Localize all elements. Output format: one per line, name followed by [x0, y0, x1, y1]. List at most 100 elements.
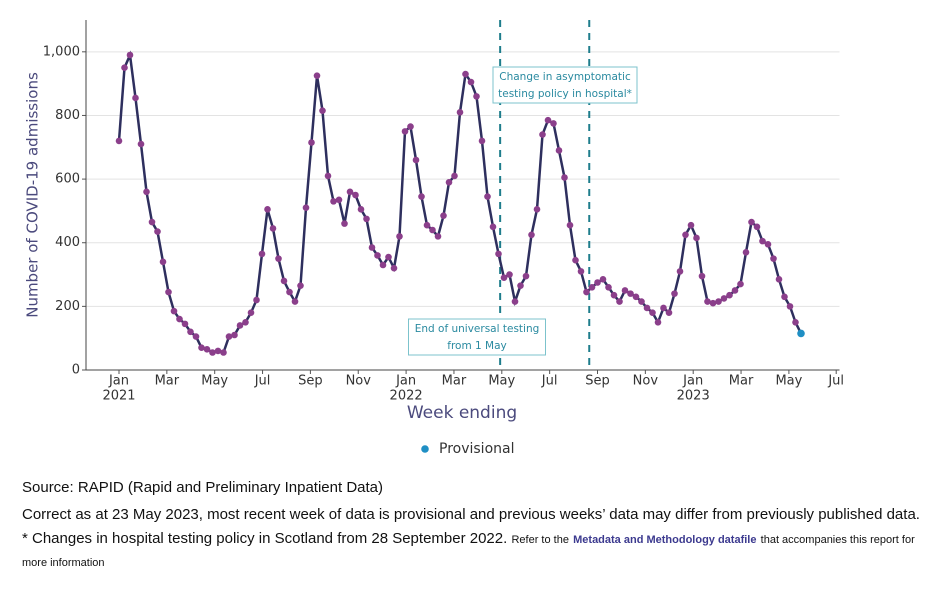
- point: [231, 331, 238, 339]
- point: [594, 279, 601, 286]
- point: [220, 349, 227, 356]
- x-tick-label: Jul: [827, 374, 844, 389]
- x-axis-label: Week ending: [407, 403, 517, 423]
- point: [181, 320, 189, 328]
- point: [781, 293, 788, 301]
- point: [115, 137, 123, 145]
- x-tick-label: Mar: [442, 374, 467, 389]
- point: [467, 78, 475, 86]
- point: [775, 276, 783, 283]
- point: [627, 290, 634, 297]
- notes: Source: RAPID (Rapid and Preliminary Inp…: [22, 474, 937, 574]
- point: [302, 204, 310, 212]
- point: [269, 225, 277, 232]
- point: [401, 128, 409, 135]
- point: [434, 233, 442, 240]
- point: [187, 328, 194, 336]
- point: [572, 256, 579, 264]
- x-tick-label: Jan: [395, 374, 416, 389]
- annotation-text: Change in asymptomatic: [499, 71, 631, 83]
- footnote-text: * Changes in hospital testing policy in …: [22, 530, 508, 547]
- point: [214, 347, 222, 355]
- point: [792, 318, 799, 326]
- legend-marker: [421, 445, 429, 453]
- point: [539, 131, 546, 138]
- point: [445, 178, 453, 186]
- point: [555, 147, 563, 154]
- point: [368, 244, 376, 251]
- point: [550, 120, 557, 127]
- point: [357, 206, 365, 213]
- x-tick-year: 2021: [102, 389, 135, 404]
- point: [566, 221, 574, 229]
- point: [423, 221, 431, 229]
- point: [737, 280, 744, 288]
- refer-text: Refer to the: [511, 534, 569, 546]
- point: [643, 304, 651, 312]
- x-tick-label: May: [488, 374, 515, 389]
- point: [495, 250, 502, 258]
- footnote: * Changes in hospital testing policy in …: [22, 528, 937, 574]
- point: [390, 264, 398, 272]
- x-tick-label: May: [201, 374, 228, 389]
- annotation-text: from 1 May: [447, 340, 507, 352]
- correct-note: Correct as at 23 May 2023, most recent w…: [22, 506, 920, 523]
- datafile-link[interactable]: Metadata and Methodology datafile: [573, 534, 757, 546]
- point: [577, 268, 585, 275]
- point: [561, 174, 568, 181]
- point: [192, 333, 200, 340]
- y-tick-label: 800: [55, 108, 80, 123]
- point: [341, 220, 348, 227]
- annotation-text: End of universal testing: [415, 323, 540, 335]
- point: [715, 298, 722, 305]
- point: [412, 156, 420, 164]
- point: [660, 304, 667, 312]
- point: [511, 298, 519, 305]
- point: [209, 349, 216, 356]
- point: [429, 226, 436, 234]
- point: [198, 344, 205, 352]
- point: [588, 283, 596, 291]
- point: [253, 296, 260, 304]
- point: [143, 188, 150, 196]
- point: [159, 258, 167, 266]
- point: [720, 295, 728, 302]
- point: [286, 288, 293, 296]
- point: [203, 346, 211, 353]
- provisional-point: [797, 329, 805, 338]
- point: [748, 218, 755, 226]
- point: [247, 309, 255, 317]
- point: [489, 223, 497, 231]
- point: [649, 309, 656, 317]
- point: [621, 287, 629, 294]
- point: [654, 318, 662, 326]
- point: [297, 282, 304, 289]
- point: [451, 172, 458, 180]
- point: [665, 309, 673, 317]
- point: [418, 193, 425, 200]
- x-tick-label: Jul: [541, 374, 558, 389]
- point: [786, 303, 794, 310]
- y-axis-label: Number of COVID-19 admissions: [24, 72, 42, 318]
- annotation-text: testing policy in hospital*: [498, 88, 632, 100]
- point: [698, 272, 706, 280]
- point: [770, 255, 777, 262]
- point: [517, 282, 524, 289]
- point: [709, 299, 717, 307]
- point: [363, 215, 370, 223]
- point: [704, 298, 711, 305]
- point: [687, 221, 695, 229]
- x-tick-label: Sep: [585, 374, 610, 389]
- point: [236, 322, 244, 329]
- point: [170, 307, 178, 315]
- point: [137, 140, 145, 148]
- point: [242, 318, 249, 326]
- point: [456, 108, 464, 116]
- legend-label: Provisional: [439, 441, 514, 457]
- point: [308, 139, 315, 146]
- point: [682, 231, 689, 239]
- y-tick-label: 200: [55, 299, 80, 314]
- y-tick-label: 600: [55, 172, 80, 187]
- point: [693, 234, 700, 242]
